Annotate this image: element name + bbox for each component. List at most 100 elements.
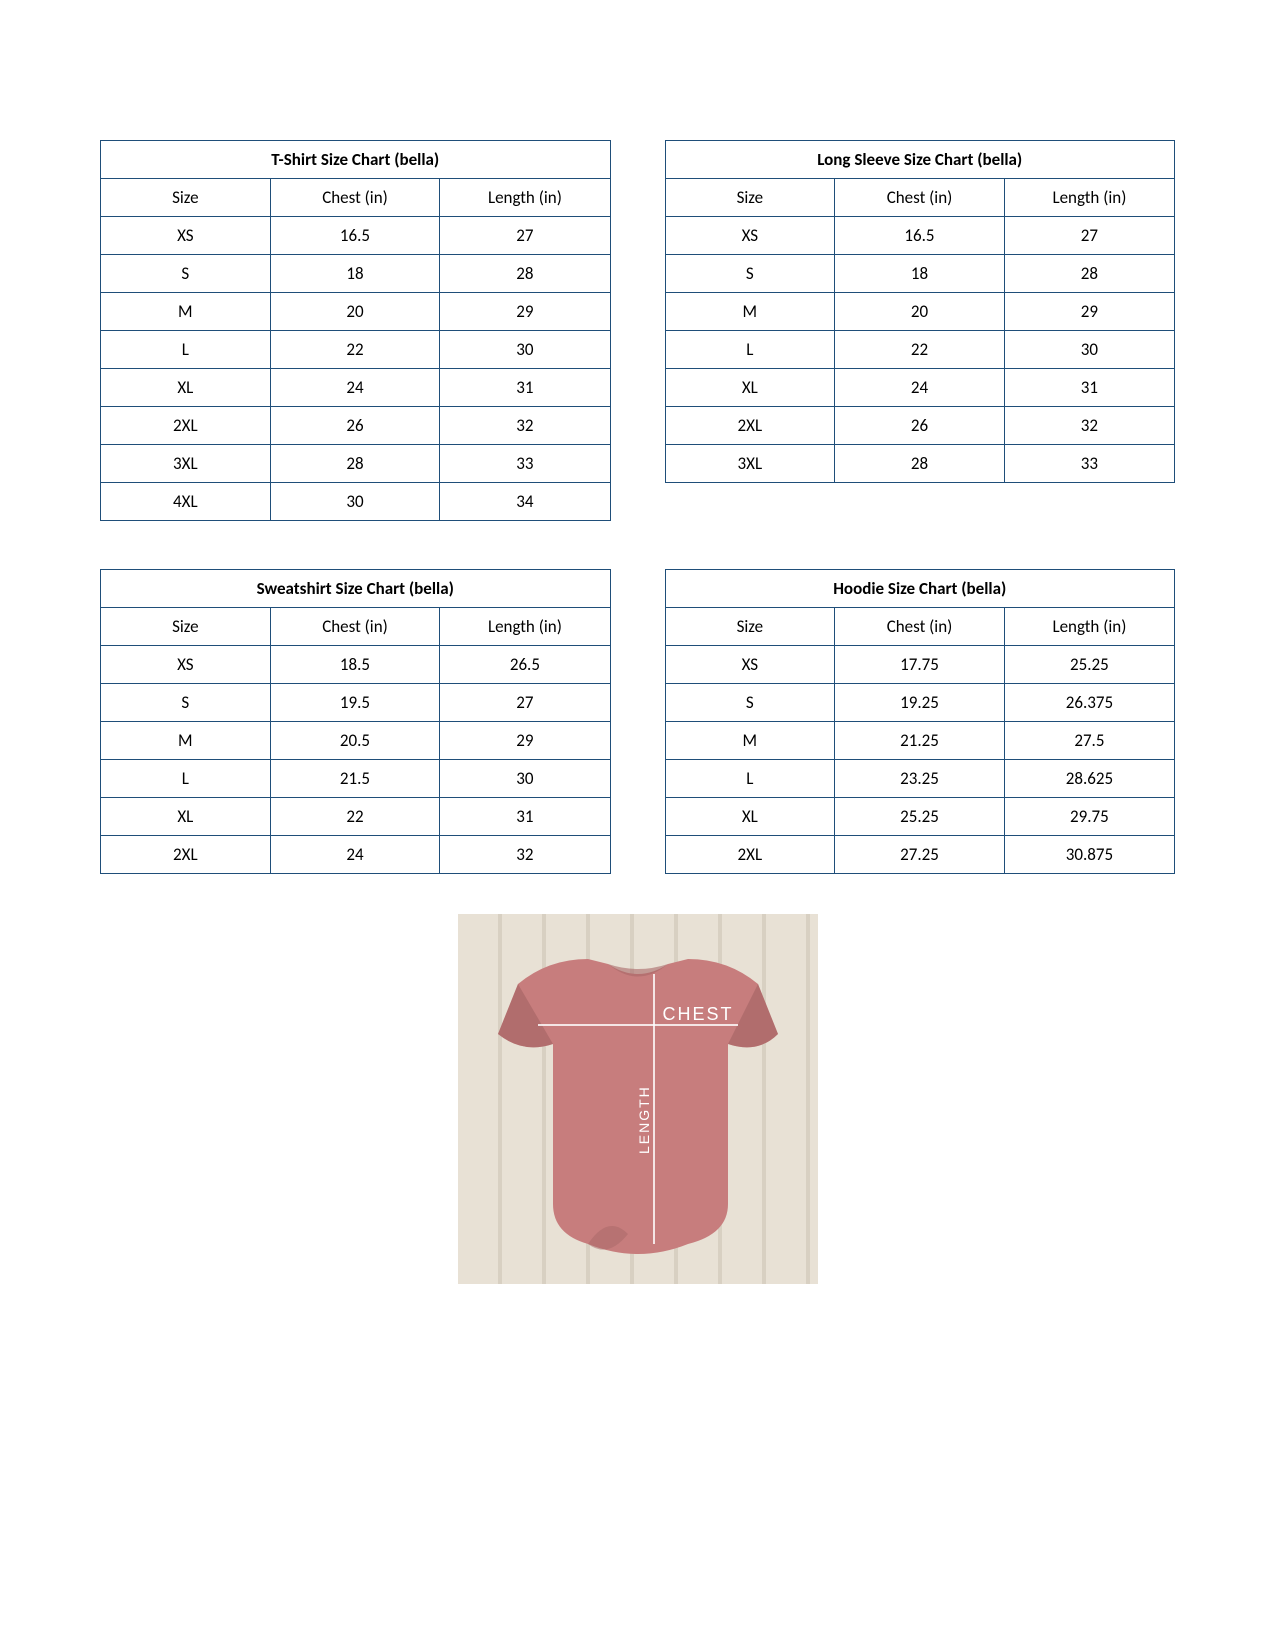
table-cell: 20 — [270, 293, 440, 331]
table-cell: 2XL — [665, 407, 835, 445]
size-chart-grid: T-Shirt Size Chart (bella)SizeChest (in)… — [100, 140, 1175, 874]
column-header: Length (in) — [440, 179, 610, 217]
table-cell: 32 — [440, 836, 610, 874]
table-cell: M — [101, 293, 271, 331]
table-cell: 22 — [270, 331, 440, 369]
table-title: Hoodie Size Chart (bella) — [665, 570, 1175, 608]
table-cell: 27 — [440, 684, 610, 722]
table-cell: XL — [665, 798, 835, 836]
column-header: Length (in) — [440, 608, 610, 646]
column-header: Size — [665, 608, 835, 646]
table-cell: M — [101, 722, 271, 760]
table-cell: 16.5 — [835, 217, 1005, 255]
table-cell: 32 — [440, 407, 610, 445]
table-cell: 20.5 — [270, 722, 440, 760]
table-cell: 4XL — [101, 483, 271, 521]
table-cell: 28 — [1004, 255, 1174, 293]
table-cell: 28 — [835, 445, 1005, 483]
table-cell: 31 — [440, 798, 610, 836]
table-row: 4XL3034 — [101, 483, 611, 521]
sweatshirt-table-wrapper: Sweatshirt Size Chart (bella)SizeChest (… — [100, 569, 611, 874]
table-cell: 21.25 — [835, 722, 1005, 760]
sweatshirt-table: Sweatshirt Size Chart (bella)SizeChest (… — [100, 569, 611, 874]
table-row: XS16.527 — [101, 217, 611, 255]
table-row: M20.529 — [101, 722, 611, 760]
column-header: Chest (in) — [270, 608, 440, 646]
table-row: XL2431 — [665, 369, 1175, 407]
table-cell: L — [665, 331, 835, 369]
length-guide-line — [653, 974, 655, 1244]
table-cell: 26 — [270, 407, 440, 445]
tshirt-table: T-Shirt Size Chart (bella)SizeChest (in)… — [100, 140, 611, 521]
table-cell: XL — [665, 369, 835, 407]
table-row: M21.2527.5 — [665, 722, 1175, 760]
table-cell: 33 — [440, 445, 610, 483]
table-row: L23.2528.625 — [665, 760, 1175, 798]
table-row: S1828 — [101, 255, 611, 293]
table-cell: 29 — [440, 722, 610, 760]
table-cell: L — [101, 331, 271, 369]
hoodie-table: Hoodie Size Chart (bella)SizeChest (in)L… — [665, 569, 1176, 874]
column-header: Size — [101, 608, 271, 646]
table-cell: XS — [665, 646, 835, 684]
measurement-diagram-wrapper: CHEST LENGTH — [100, 914, 1175, 1284]
table-cell: 22 — [835, 331, 1005, 369]
table-cell: 30 — [440, 760, 610, 798]
table-cell: 28.625 — [1004, 760, 1174, 798]
table-cell: 3XL — [665, 445, 835, 483]
table-cell: 18 — [835, 255, 1005, 293]
table-cell: 2XL — [101, 836, 271, 874]
column-header: Size — [101, 179, 271, 217]
measurement-diagram: CHEST LENGTH — [458, 914, 818, 1284]
table-cell: 25.25 — [1004, 646, 1174, 684]
table-cell: S — [101, 255, 271, 293]
table-row: S1828 — [665, 255, 1175, 293]
table-title: Sweatshirt Size Chart (bella) — [101, 570, 611, 608]
table-row: XS17.7525.25 — [665, 646, 1175, 684]
table-cell: 30 — [440, 331, 610, 369]
table-cell: 27.5 — [1004, 722, 1174, 760]
table-cell: 16.5 — [270, 217, 440, 255]
table-cell: S — [665, 684, 835, 722]
table-row: 3XL2833 — [101, 445, 611, 483]
table-cell: 27 — [1004, 217, 1174, 255]
table-cell: 2XL — [665, 836, 835, 874]
table-cell: 20 — [835, 293, 1005, 331]
table-row: 2XL2632 — [101, 407, 611, 445]
column-header: Chest (in) — [270, 179, 440, 217]
table-cell: 19.5 — [270, 684, 440, 722]
table-cell: 2XL — [101, 407, 271, 445]
table-cell: 33 — [1004, 445, 1174, 483]
table-cell: 30 — [270, 483, 440, 521]
hoodie-table-wrapper: Hoodie Size Chart (bella)SizeChest (in)L… — [665, 569, 1176, 874]
table-cell: 28 — [270, 445, 440, 483]
longsleeve-table-wrapper: Long Sleeve Size Chart (bella)SizeChest … — [665, 140, 1176, 521]
table-cell: XS — [665, 217, 835, 255]
table-cell: 25.25 — [835, 798, 1005, 836]
table-cell: 18 — [270, 255, 440, 293]
table-cell: 26.375 — [1004, 684, 1174, 722]
table-cell: 31 — [440, 369, 610, 407]
table-cell: 18.5 — [270, 646, 440, 684]
table-cell: 17.75 — [835, 646, 1005, 684]
table-row: M2029 — [665, 293, 1175, 331]
column-header: Chest (in) — [835, 179, 1005, 217]
table-cell: 24 — [835, 369, 1005, 407]
chest-label: CHEST — [663, 1004, 734, 1025]
table-title: Long Sleeve Size Chart (bella) — [665, 141, 1175, 179]
table-row: 2XL2632 — [665, 407, 1175, 445]
table-cell: L — [665, 760, 835, 798]
table-row: M2029 — [101, 293, 611, 331]
table-row: 2XL2432 — [101, 836, 611, 874]
table-cell: 30 — [1004, 331, 1174, 369]
table-cell: 29 — [440, 293, 610, 331]
tshirt-table-wrapper: T-Shirt Size Chart (bella)SizeChest (in)… — [100, 140, 611, 521]
table-cell: 24 — [270, 369, 440, 407]
table-cell: XL — [101, 369, 271, 407]
table-cell: XS — [101, 217, 271, 255]
column-header: Size — [665, 179, 835, 217]
length-label: LENGTH — [636, 1085, 652, 1154]
table-row: L2230 — [665, 331, 1175, 369]
table-cell: 30.875 — [1004, 836, 1174, 874]
table-cell: 26 — [835, 407, 1005, 445]
